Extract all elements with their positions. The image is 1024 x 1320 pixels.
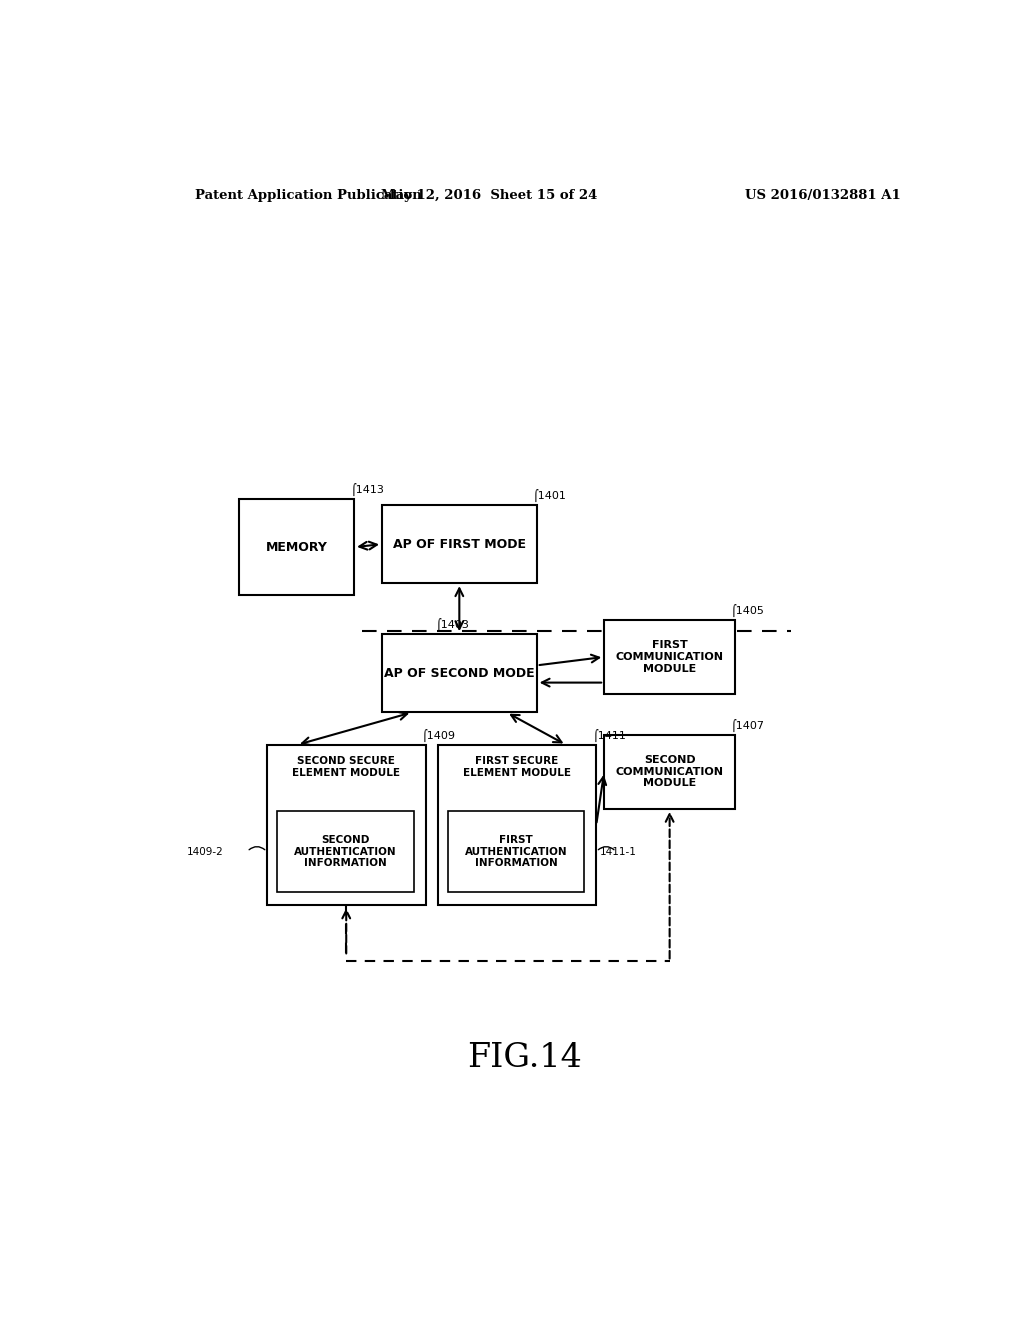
Bar xyxy=(382,506,537,583)
Text: ⌠1405: ⌠1405 xyxy=(731,603,765,616)
Text: FIRST SECURE
ELEMENT MODULE: FIRST SECURE ELEMENT MODULE xyxy=(463,756,570,777)
Text: ⌠1401: ⌠1401 xyxy=(532,488,566,502)
Text: AP OF FIRST MODE: AP OF FIRST MODE xyxy=(393,537,526,550)
Text: AP OF SECOND MODE: AP OF SECOND MODE xyxy=(384,667,535,680)
Bar xyxy=(382,634,537,713)
Text: FIRST
COMMUNICATION
MODULE: FIRST COMMUNICATION MODULE xyxy=(615,640,724,673)
Text: ⌠1407: ⌠1407 xyxy=(731,718,765,731)
Bar xyxy=(240,499,354,595)
Text: ⌠1403: ⌠1403 xyxy=(436,618,470,631)
Bar xyxy=(604,620,735,694)
Text: SECOND
COMMUNICATION
MODULE: SECOND COMMUNICATION MODULE xyxy=(615,755,724,788)
Text: ⌠1413: ⌠1413 xyxy=(350,483,384,496)
Text: FIRST
AUTHENTICATION
INFORMATION: FIRST AUTHENTICATION INFORMATION xyxy=(465,836,567,869)
Bar xyxy=(604,735,735,809)
Bar xyxy=(447,810,585,892)
Text: ⌠1411: ⌠1411 xyxy=(592,729,626,742)
Text: 1409-2: 1409-2 xyxy=(186,846,223,857)
Text: US 2016/0132881 A1: US 2016/0132881 A1 xyxy=(744,189,900,202)
Bar xyxy=(437,744,596,906)
Text: 1411-1: 1411-1 xyxy=(600,846,637,857)
Text: May 12, 2016  Sheet 15 of 24: May 12, 2016 Sheet 15 of 24 xyxy=(381,189,597,202)
Bar xyxy=(278,810,414,892)
Text: SECOND SECURE
ELEMENT MODULE: SECOND SECURE ELEMENT MODULE xyxy=(292,756,400,777)
Bar xyxy=(267,744,426,906)
Text: SECOND
AUTHENTICATION
INFORMATION: SECOND AUTHENTICATION INFORMATION xyxy=(294,836,396,869)
Text: FIG.14: FIG.14 xyxy=(467,1041,583,1074)
Text: ⌠1409: ⌠1409 xyxy=(422,729,456,742)
Text: Patent Application Publication: Patent Application Publication xyxy=(196,189,422,202)
Text: MEMORY: MEMORY xyxy=(265,541,328,553)
